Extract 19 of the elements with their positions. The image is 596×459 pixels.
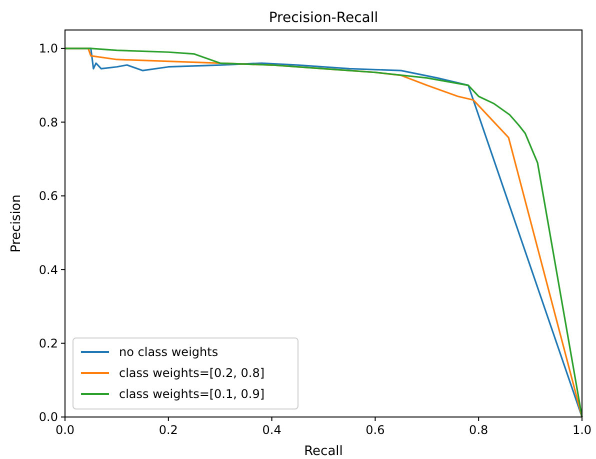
x-tick-label: 0.0 <box>55 423 75 437</box>
legend-label: class weights=[0.2, 0.8] <box>119 366 265 380</box>
y-tick-label: 0.4 <box>38 262 58 277</box>
y-tick-label: 0.0 <box>38 410 58 424</box>
legend-label: no class weights <box>119 345 218 360</box>
legend-label: class weights=[0.1, 0.9] <box>119 387 265 402</box>
x-tick-label: 0.4 <box>262 423 282 437</box>
line-series <box>64 48 583 418</box>
chart-title: Precision-Recall <box>268 10 378 26</box>
x-tick-label: 0.8 <box>469 423 488 437</box>
x-axis-title: Recall <box>304 444 343 459</box>
y-axis-title: Precision <box>9 194 24 253</box>
x-tick-label: 0.6 <box>366 423 385 437</box>
y-tick-label: 0.8 <box>38 115 58 130</box>
x-tick-label: 1.0 <box>572 423 592 437</box>
y-tick-label: 0.2 <box>38 336 58 350</box>
x-tick-label: 0.2 <box>158 423 178 437</box>
y-tick-label: 0.6 <box>38 189 58 204</box>
y-tick-label: 1.0 <box>38 42 58 56</box>
